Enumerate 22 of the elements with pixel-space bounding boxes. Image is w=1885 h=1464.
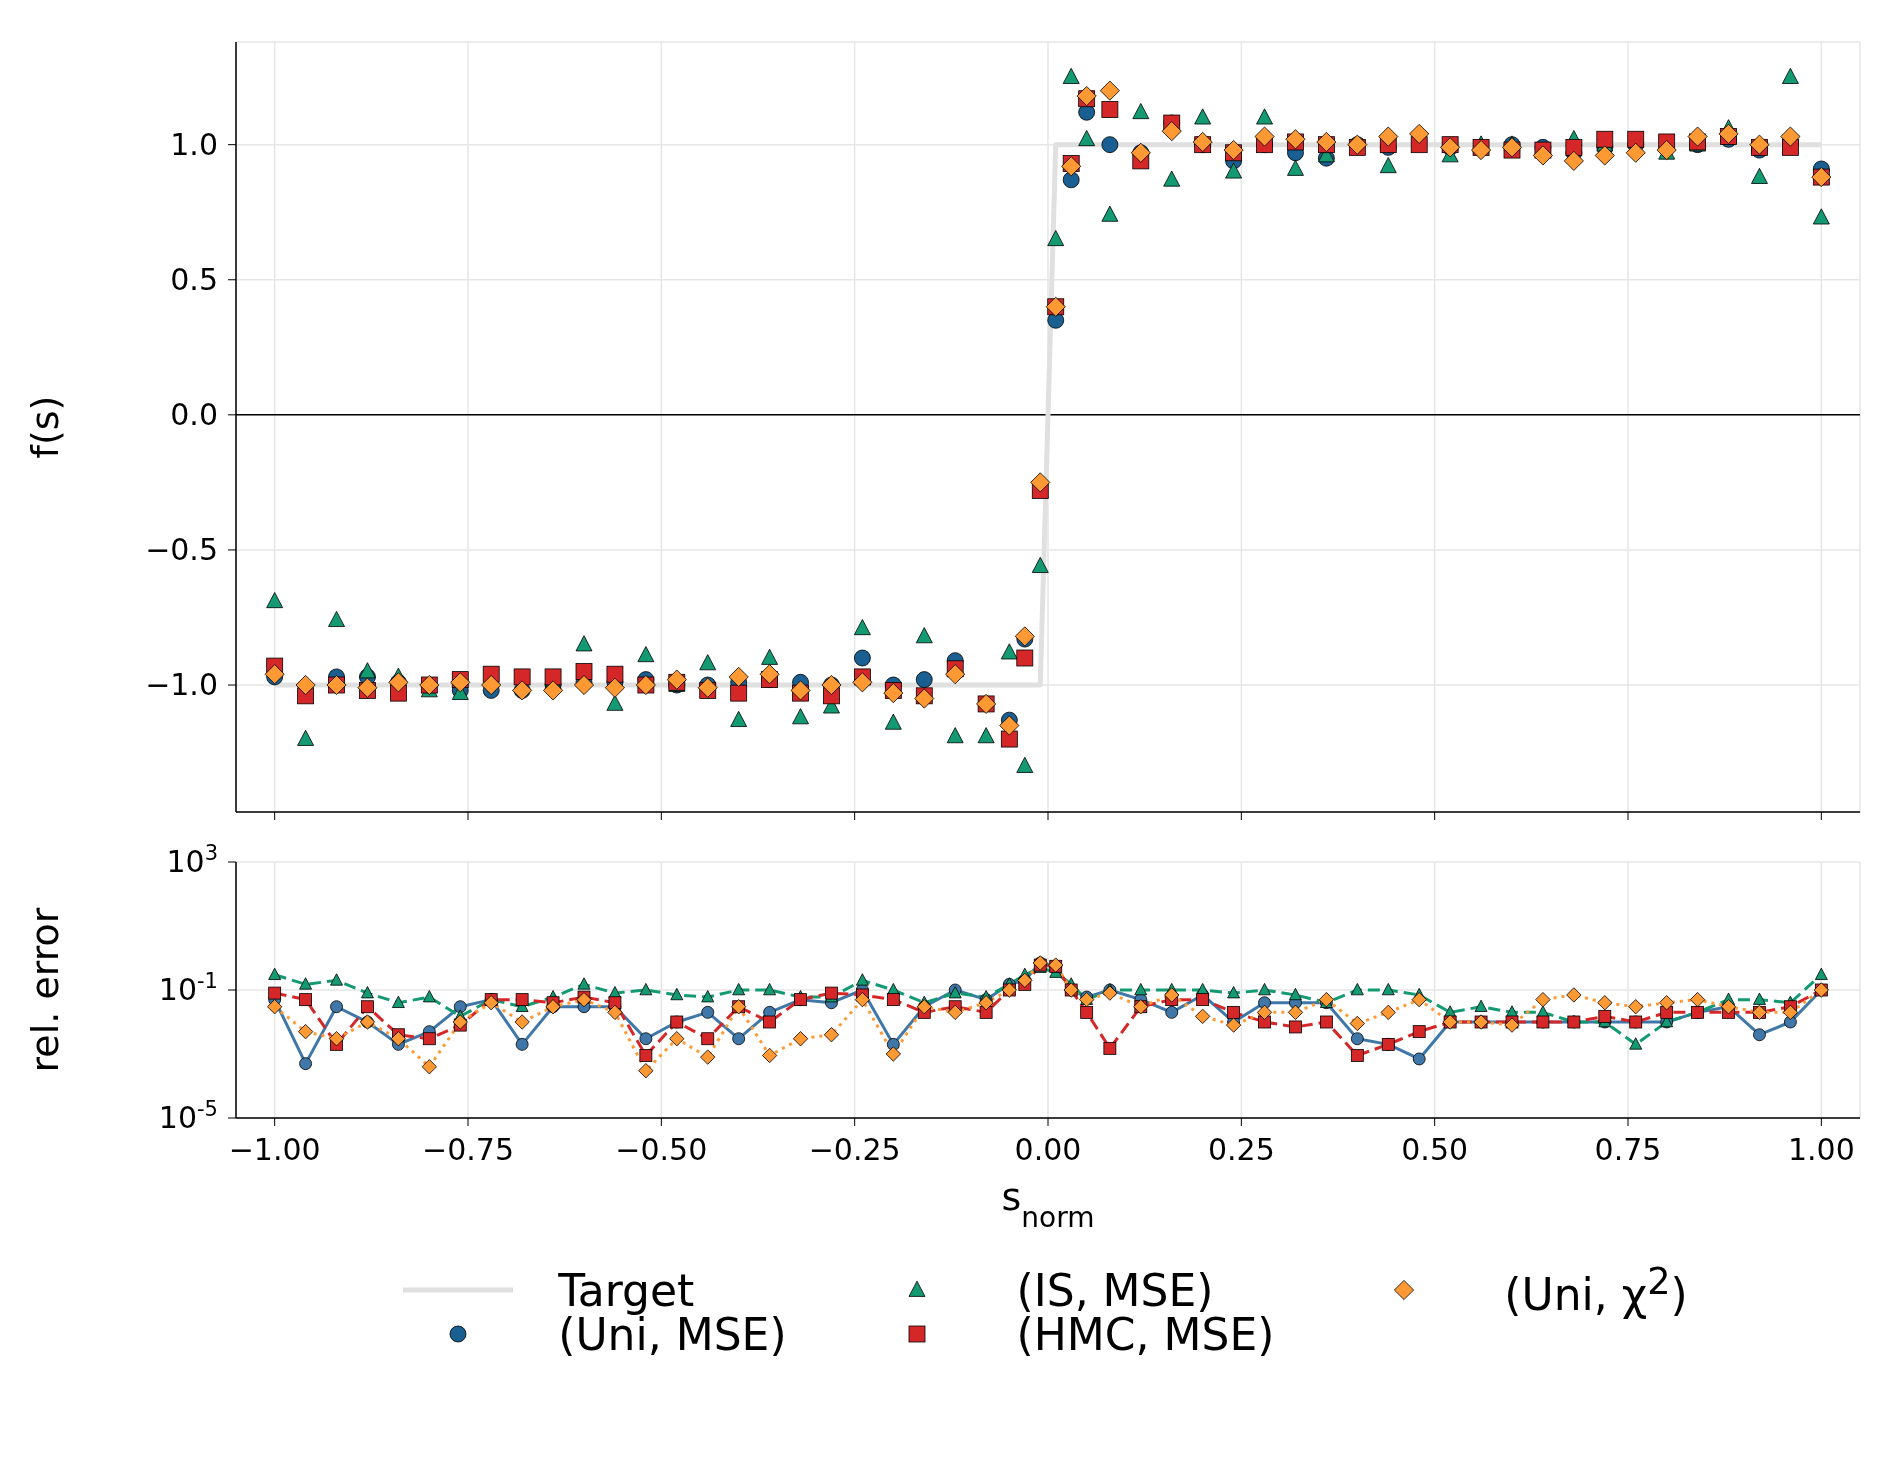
- y-tick-label: 10$^{-5}$: [158, 1097, 218, 1135]
- y-tick-label: 0.0: [170, 396, 218, 432]
- y-axis-title: f(s): [23, 395, 67, 459]
- y-tick-label: −1.0: [145, 667, 218, 703]
- y-tick-label: 1.0: [170, 126, 218, 162]
- legend-label: (IS, MSE): [1016, 1264, 1214, 1316]
- x-tick-label: 0.50: [1401, 1132, 1469, 1167]
- y-tick-label: 10$^{3}$: [166, 841, 218, 879]
- x-tick-label: −0.50: [615, 1132, 708, 1167]
- x-tick-label: 0.00: [1014, 1132, 1082, 1167]
- x-tick-label: −1.00: [228, 1132, 321, 1167]
- x-tick-label: 0.25: [1207, 1132, 1275, 1167]
- x-tick-label: −0.25: [808, 1132, 901, 1167]
- x-tick-label: 1.00: [1787, 1132, 1855, 1167]
- y-axis-title: rel. error: [23, 907, 67, 1073]
- x-axis-title: s$_{norm}$: [1001, 1175, 1095, 1234]
- y-tick-label: 0.5: [170, 261, 218, 297]
- y-tick-label: 10$^{-1}$: [158, 969, 218, 1007]
- legend-label: (Uni, χ$^{2}$): [1504, 1260, 1688, 1320]
- x-tick-label: 0.75: [1594, 1132, 1662, 1167]
- y-tick-label: −0.5: [145, 531, 218, 567]
- x-tick-label: −0.75: [422, 1132, 514, 1167]
